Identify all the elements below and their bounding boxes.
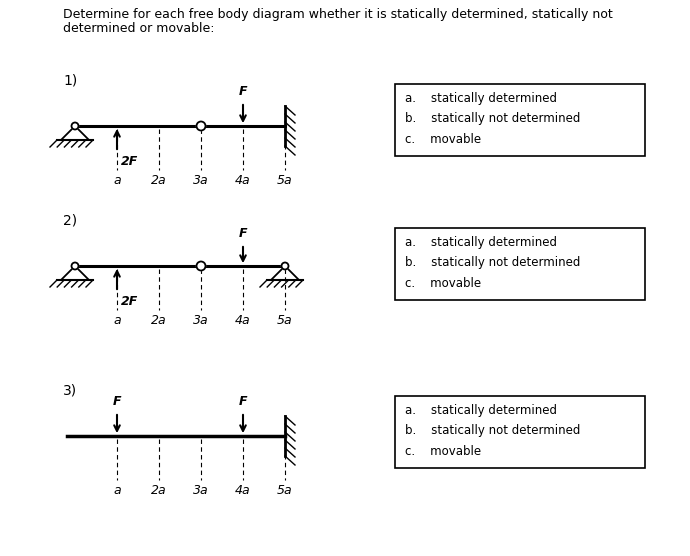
Text: c.    movable: c. movable	[405, 133, 481, 146]
Text: 1): 1)	[63, 74, 77, 88]
Text: 3a: 3a	[193, 314, 209, 327]
Text: a.    statically determined: a. statically determined	[405, 236, 557, 249]
Text: 3a: 3a	[193, 174, 209, 187]
Text: a: a	[113, 174, 121, 187]
Text: a: a	[113, 314, 121, 327]
Text: 2F: 2F	[121, 295, 138, 308]
Text: 4a: 4a	[235, 174, 250, 187]
Text: Determine for each free body diagram whether it is statically determined, static: Determine for each free body diagram whe…	[63, 8, 613, 21]
Text: 2): 2)	[63, 214, 77, 228]
Text: 2a: 2a	[151, 174, 167, 187]
Circle shape	[282, 262, 288, 270]
FancyBboxPatch shape	[395, 396, 645, 468]
Text: 2F: 2F	[121, 155, 138, 168]
Text: 3a: 3a	[193, 484, 209, 497]
Circle shape	[197, 261, 206, 271]
Text: b.    statically not determined: b. statically not determined	[405, 256, 580, 270]
Text: 2a: 2a	[151, 484, 167, 497]
Text: 4a: 4a	[235, 484, 250, 497]
Text: 4a: 4a	[235, 314, 250, 327]
Text: a.    statically determined: a. statically determined	[405, 92, 557, 105]
Text: F: F	[239, 227, 247, 240]
Text: F: F	[112, 395, 121, 408]
Text: c.    movable: c. movable	[405, 277, 481, 290]
Circle shape	[72, 122, 79, 130]
Text: a.    statically determined: a. statically determined	[405, 404, 557, 417]
Circle shape	[197, 122, 206, 131]
FancyBboxPatch shape	[395, 84, 645, 156]
FancyBboxPatch shape	[395, 228, 645, 300]
Circle shape	[72, 262, 79, 270]
Text: 3): 3)	[63, 384, 77, 398]
Text: determined or movable:: determined or movable:	[63, 22, 215, 35]
Text: 5a: 5a	[277, 484, 293, 497]
Text: c.    movable: c. movable	[405, 445, 481, 458]
Text: 2a: 2a	[151, 314, 167, 327]
Text: F: F	[239, 395, 247, 408]
Text: 5a: 5a	[277, 314, 293, 327]
Text: b.    statically not determined: b. statically not determined	[405, 424, 580, 438]
Text: b.    statically not determined: b. statically not determined	[405, 112, 580, 126]
Text: a: a	[113, 484, 121, 497]
Text: F: F	[239, 85, 247, 98]
Text: 5a: 5a	[277, 174, 293, 187]
